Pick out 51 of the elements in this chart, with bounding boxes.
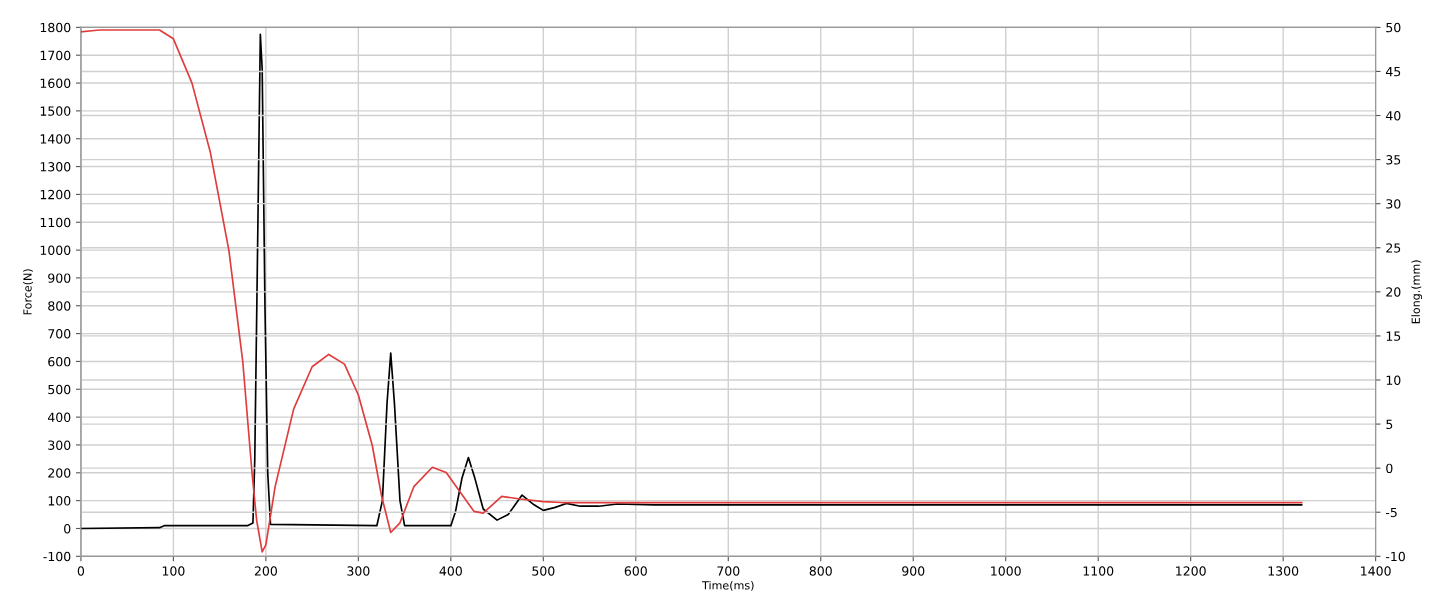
y-tick-label: 1500 bbox=[40, 106, 71, 116]
y-tick-label: 1600 bbox=[40, 78, 71, 88]
y2-tick-label: 45 bbox=[1385, 67, 1401, 77]
y-tick-label: 900 bbox=[48, 273, 71, 283]
y-tick-label: 600 bbox=[48, 356, 71, 367]
y-tick-label: 0 bbox=[64, 523, 71, 534]
y-tick-label: 100 bbox=[48, 496, 71, 506]
x-tick-label: 400 bbox=[439, 566, 462, 576]
y2-tick-label: 15 bbox=[1386, 331, 1401, 341]
x-tick-label: 100 bbox=[162, 566, 185, 576]
x-tick-label: 1000 bbox=[991, 566, 1021, 576]
y-tick-label: 200 bbox=[48, 468, 71, 478]
x-tick-label: 1100 bbox=[1083, 566, 1114, 576]
x-tick-label: 0 bbox=[77, 566, 85, 576]
x-tick-label: 200 bbox=[254, 566, 277, 576]
y2-tick-label: -10 bbox=[1385, 551, 1405, 562]
x-tick-label: 700 bbox=[717, 566, 740, 576]
x-tick-label: 300 bbox=[347, 566, 370, 576]
x-axis-title: Time(ms) bbox=[702, 580, 754, 591]
y2-axis-title: Elong.(mm) bbox=[1411, 260, 1423, 324]
y2-tick-label: 30 bbox=[1386, 199, 1401, 209]
x-tick-label: 500 bbox=[532, 566, 555, 576]
x-tick-label: 1400 bbox=[1361, 566, 1391, 576]
x-tick-label: 1200 bbox=[1176, 566, 1206, 576]
y2-tick-label: -5 bbox=[1385, 507, 1397, 518]
y2-tick-label: 0 bbox=[1386, 463, 1393, 474]
y-tick-label: -100 bbox=[43, 551, 71, 562]
y2-tick-label: 35 bbox=[1386, 155, 1401, 165]
y2-tick-label: 5 bbox=[1386, 419, 1393, 430]
y-tick-label: 700 bbox=[48, 329, 71, 339]
y-tick-label: 1800 bbox=[40, 22, 71, 33]
y-tick-label: 400 bbox=[47, 412, 71, 423]
y-tick-label: 1400 bbox=[40, 134, 71, 144]
y-tick-label: 1300 bbox=[40, 162, 71, 172]
y2-tick-label: 50 bbox=[1386, 22, 1401, 33]
y2-tick-label: 40 bbox=[1385, 110, 1401, 121]
x-tick-label: 800 bbox=[809, 566, 832, 576]
y-tick-label: 500 bbox=[48, 384, 71, 395]
y-tick-label: 1100 bbox=[40, 217, 71, 228]
y-tick-label: 1000 bbox=[40, 245, 71, 256]
y-tick-label: 1200 bbox=[40, 189, 71, 200]
y-tick-label: 300 bbox=[48, 440, 71, 450]
y2-tick-label: 10 bbox=[1386, 375, 1401, 385]
y-tick-label: 800 bbox=[48, 301, 71, 311]
y-axis-title: Force(N) bbox=[23, 269, 33, 315]
x-tick-label: 600 bbox=[624, 566, 647, 576]
x-tick-label: 900 bbox=[902, 566, 925, 576]
y2-tick-label: 20 bbox=[1386, 287, 1401, 297]
y2-tick-label: 25 bbox=[1386, 243, 1401, 253]
y-tick-label: 1700 bbox=[40, 50, 71, 61]
x-tick-label: 1300 bbox=[1268, 566, 1299, 576]
